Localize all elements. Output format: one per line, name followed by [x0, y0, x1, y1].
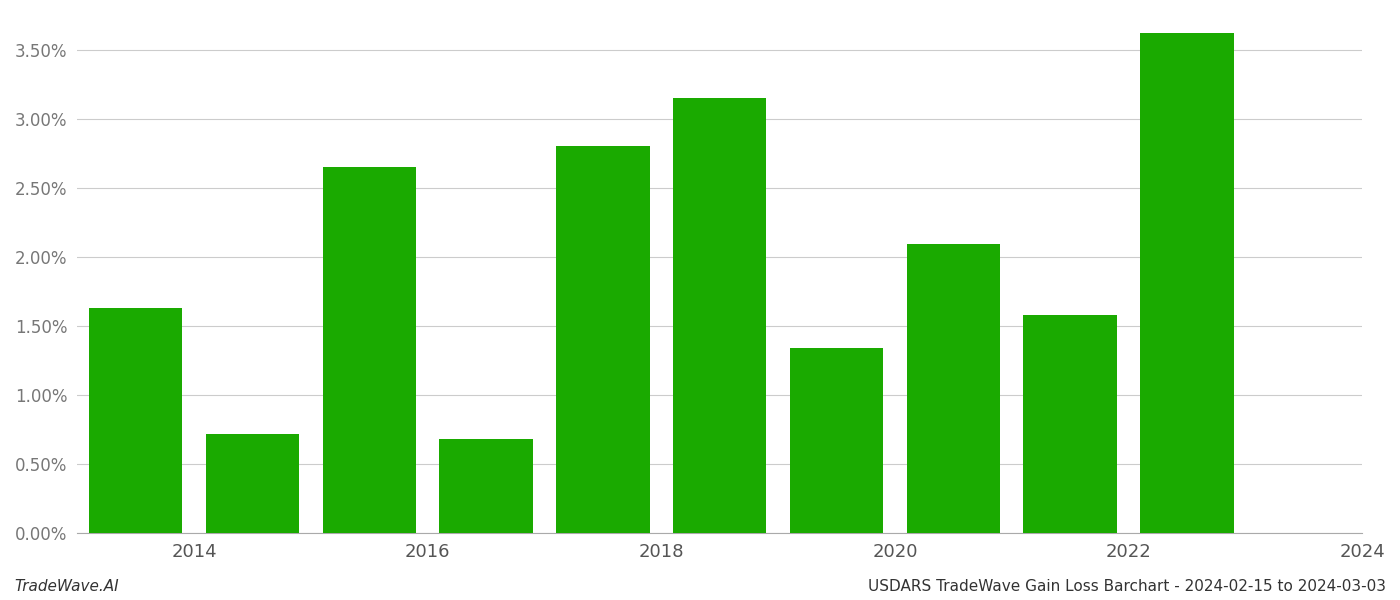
Bar	[206, 434, 300, 533]
Bar	[790, 348, 883, 533]
Bar	[556, 146, 650, 533]
Bar	[907, 244, 1000, 533]
Bar	[90, 308, 182, 533]
Text: TradeWave.AI: TradeWave.AI	[14, 579, 119, 594]
Text: USDARS TradeWave Gain Loss Barchart - 2024-02-15 to 2024-03-03: USDARS TradeWave Gain Loss Barchart - 20…	[868, 579, 1386, 594]
Bar	[1140, 33, 1233, 533]
Bar	[673, 98, 766, 533]
Bar	[322, 167, 416, 533]
Bar	[1023, 315, 1117, 533]
Bar	[440, 439, 533, 533]
